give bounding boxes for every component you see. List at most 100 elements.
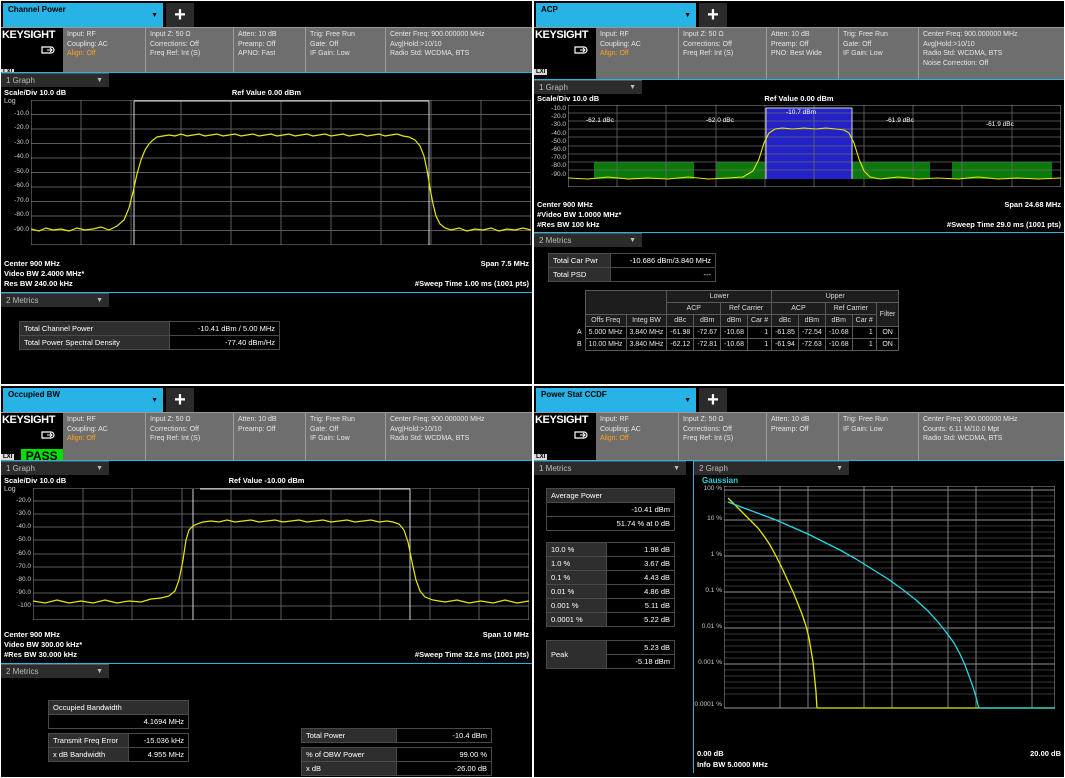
instrument-header: KEYSIGHT LXI PASS Input: RF Coupling: AC… — [1, 412, 532, 463]
brand-column: KEYSIGHT LXI PASS — [1, 413, 63, 463]
scale-div-label: Scale/Div 10.0 dB — [4, 88, 67, 97]
trace-plot — [568, 105, 1061, 187]
blank-sub-header — [584, 302, 668, 315]
chevron-down-icon[interactable]: ▼ — [629, 237, 636, 244]
metrics-tab[interactable]: 1 Metrics ▼ — [534, 461, 686, 475]
speaker-icon[interactable] — [1, 427, 63, 445]
panel-body: 1 Metrics ▼ Average Power -10.41 dBm 51.… — [534, 460, 1064, 773]
header-line: Preamp: Off — [238, 40, 276, 48]
peak-table: Peak 5.23 dB -5.18 dBm — [546, 640, 675, 669]
chevron-down-icon[interactable]: ▼ — [836, 465, 843, 472]
y-axis-tick: 1 % — [710, 551, 722, 558]
spectrum-graph[interactable]: Scale/Div 10.0 dB Ref Value 0.00 dBm Log — [1, 87, 532, 257]
acp-band-label: -61.9 dBc — [986, 121, 1014, 128]
trace-plot — [33, 488, 529, 620]
metrics-tab[interactable]: 2 Metrics ▼ — [534, 233, 642, 247]
metrics-tab[interactable]: 2 Metrics ▼ — [1, 664, 109, 678]
column-header-offs-freq: Offs Freq — [584, 314, 627, 327]
lxi-badge: LXI — [534, 454, 548, 460]
ccdf-info-bw-footer: Info BW 5.0000 MHz — [694, 760, 1064, 770]
cell-lower-dbc: -61.98 — [666, 326, 695, 339]
speaker-icon[interactable] — [1, 42, 63, 60]
span-label: Span 7.5 MHz — [480, 259, 529, 268]
chevron-down-icon[interactable]: ▼ — [673, 465, 680, 472]
y-axis-tick: 0.01 % — [701, 623, 722, 630]
mode-tab[interactable]: Channel Power ▼ — [3, 3, 163, 27]
table-row: Total Car Pwr -10.686 dBm/3.840 MHz — [548, 253, 716, 268]
header-line: Trig: Free Run — [843, 31, 888, 38]
graph-tab[interactable]: 1 Graph ▼ — [1, 461, 109, 475]
cell-lower-car-num: 1 — [746, 338, 773, 351]
header-col-input: Input: RF Coupling: AC Align: Off — [596, 28, 678, 79]
table-row: Total Power -10.4 dBm — [301, 728, 492, 743]
graph-tab[interactable]: 1 Graph ▼ — [534, 80, 642, 94]
y-axis-tick: -10.0 — [14, 110, 29, 117]
mode-tab[interactable]: Power Stat CCDF ▼ — [536, 388, 696, 412]
graph-tab[interactable]: 1 Graph ▼ — [1, 73, 109, 87]
y-axis-tick: -100 — [17, 602, 31, 609]
peak-value-dbm: -5.18 dBm — [606, 654, 675, 669]
chevron-down-icon[interactable]: ▼ — [629, 84, 636, 91]
ccdf-percent-label: 0.001 % — [546, 598, 607, 613]
header-col-freq: Center Freq: 900.000000 MHz Avg|Hold:>10… — [385, 28, 532, 72]
ccdf-percent-label: 0.0001 % — [546, 612, 607, 627]
ccdf-plot[interactable] — [724, 486, 1055, 722]
add-tab-button[interactable]: + — [699, 3, 727, 27]
acp-graph[interactable]: Scale/Div 10.0 dB Ref Value 0.00 dBm — [534, 94, 1064, 199]
header-line: Atten: 10 dB — [771, 31, 810, 38]
metric-value: -10.41 dBm / 5.00 MHz — [169, 321, 280, 336]
chevron-down-icon[interactable]: ▼ — [151, 12, 158, 19]
ccdf-graph-pane: 2 Graph ▼ Gaussian — [694, 461, 1064, 773]
chevron-down-icon[interactable]: ▼ — [96, 465, 103, 472]
header-line: Coupling: AC — [600, 40, 641, 48]
group-header-upper: Upper — [771, 290, 900, 303]
mode-tab[interactable]: ACP ▼ — [536, 3, 696, 27]
header-line: Avg|Hold:>10/10 — [390, 425, 442, 433]
acp-band-label: -61.9 dBc — [886, 117, 914, 124]
header-col-input: Input: RF Coupling: AC Align: Off — [63, 413, 145, 460]
sub-header-refcar-upper: Ref Carrier — [824, 302, 877, 315]
table-row: 1.0 % 3.67 dB — [546, 556, 675, 571]
center-freq-label: Center 900 MHz — [4, 259, 60, 268]
cell-offs-freq: 10.00 MHz — [584, 338, 627, 351]
header-line: Trig: Free Run — [843, 416, 888, 423]
cell-filter: ON — [875, 326, 900, 339]
cell-lower-ref-dbm: -10.68 — [720, 338, 748, 351]
column-header-dbc: dBc — [771, 314, 799, 327]
chevron-down-icon[interactable]: ▼ — [151, 397, 158, 404]
graph-tab-label: 1 Graph — [6, 464, 35, 473]
graph-footer-row1: Center 900 MHz Span 7.5 MHz Video BW 2.4… — [1, 259, 532, 279]
obw-graph[interactable]: Scale/Div 10.0 dB Ref Value -10.00 dBm L… — [1, 475, 532, 628]
add-tab-button[interactable]: + — [699, 388, 727, 412]
speaker-icon[interactable] — [534, 42, 596, 60]
brand-column: KEYSIGHT LXI — [534, 413, 596, 460]
chevron-down-icon[interactable]: ▼ — [684, 397, 691, 404]
graph-footer-row2: Res BW 240.00 kHz #Sweep Time 1.00 ms (1… — [1, 279, 532, 289]
header-col-freq: Center Freq: 900.000000 MHz Avg|Hold:>10… — [385, 413, 532, 460]
cell-upper-dbm: -72.63 — [797, 338, 826, 351]
obw-metrics-left: Occupied Bandwidth 4.1694 MHz Transmit F… — [48, 700, 189, 762]
metrics-tab[interactable]: 2 Metrics ▼ — [1, 293, 109, 307]
add-tab-button[interactable]: + — [166, 3, 194, 27]
chevron-down-icon[interactable]: ▼ — [96, 668, 103, 675]
chevron-down-icon[interactable]: ▼ — [684, 12, 691, 19]
table-row: Average Power — [546, 488, 675, 503]
speaker-icon[interactable] — [534, 427, 596, 445]
keysight-logo: KEYSIGHT — [2, 414, 56, 426]
table-row: Occupied Bandwidth — [48, 700, 189, 715]
graph-tab[interactable]: 2 Graph ▼ — [694, 461, 849, 475]
ccdf-percent-value: 5.22 dB — [606, 612, 675, 627]
header-line: Freq Ref: Int (S) — [683, 435, 734, 442]
metrics-section-bar: 2 Metrics ▼ — [1, 663, 532, 678]
header-line: Freq Ref: Int (S) — [683, 50, 734, 57]
chevron-down-icon[interactable]: ▼ — [96, 77, 103, 84]
mode-tab[interactable]: Occupied BW ▼ — [3, 388, 163, 412]
y-axis-tick: -50.0 — [16, 536, 31, 543]
add-tab-button[interactable]: + — [166, 388, 194, 412]
acp-band-label: -62.0 dBc — [706, 117, 734, 124]
graph-tab-label: 1 Graph — [6, 76, 35, 85]
chevron-down-icon[interactable]: ▼ — [96, 297, 103, 304]
header-line: Center Freq: 900.000000 MHz — [923, 31, 1018, 38]
ref-value-label: Ref Value 0.00 dBm — [231, 88, 302, 97]
